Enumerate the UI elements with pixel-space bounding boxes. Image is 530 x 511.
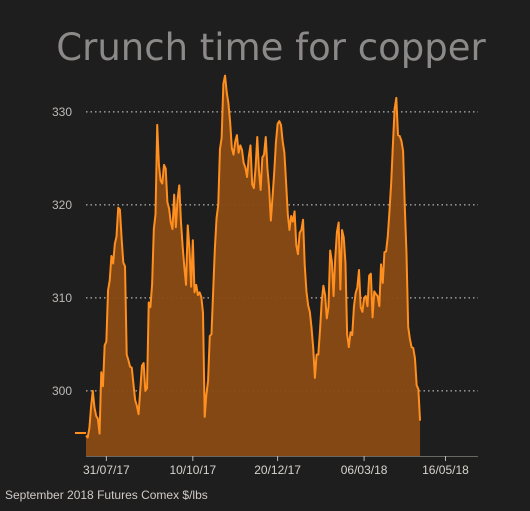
y-axis-tick-labels: 300 310 320 330 <box>52 105 72 398</box>
series-area-fill <box>86 75 421 456</box>
y-tick-label: 310 <box>52 291 72 305</box>
x-tick-label: 10/10/17 <box>169 463 216 477</box>
series-line <box>85 74 422 439</box>
x-tick-label: 16/05/18 <box>422 463 469 477</box>
y-tick-label: 300 <box>52 384 72 398</box>
x-tick-label: 06/03/18 <box>341 463 388 477</box>
x-axis: 31/07/17 10/10/17 20/12/17 06/03/18 16/05/18 <box>83 456 478 477</box>
source-footnote: September 2018 Futures Comex $/lbs <box>5 488 208 502</box>
chart-title: Crunch time for copper <box>56 26 486 69</box>
y-tick-label: 330 <box>52 105 72 119</box>
x-tick-label: 20/12/17 <box>254 463 301 477</box>
y-tick-label: 320 <box>52 198 72 212</box>
x-tick-label: 31/07/17 <box>83 463 130 477</box>
